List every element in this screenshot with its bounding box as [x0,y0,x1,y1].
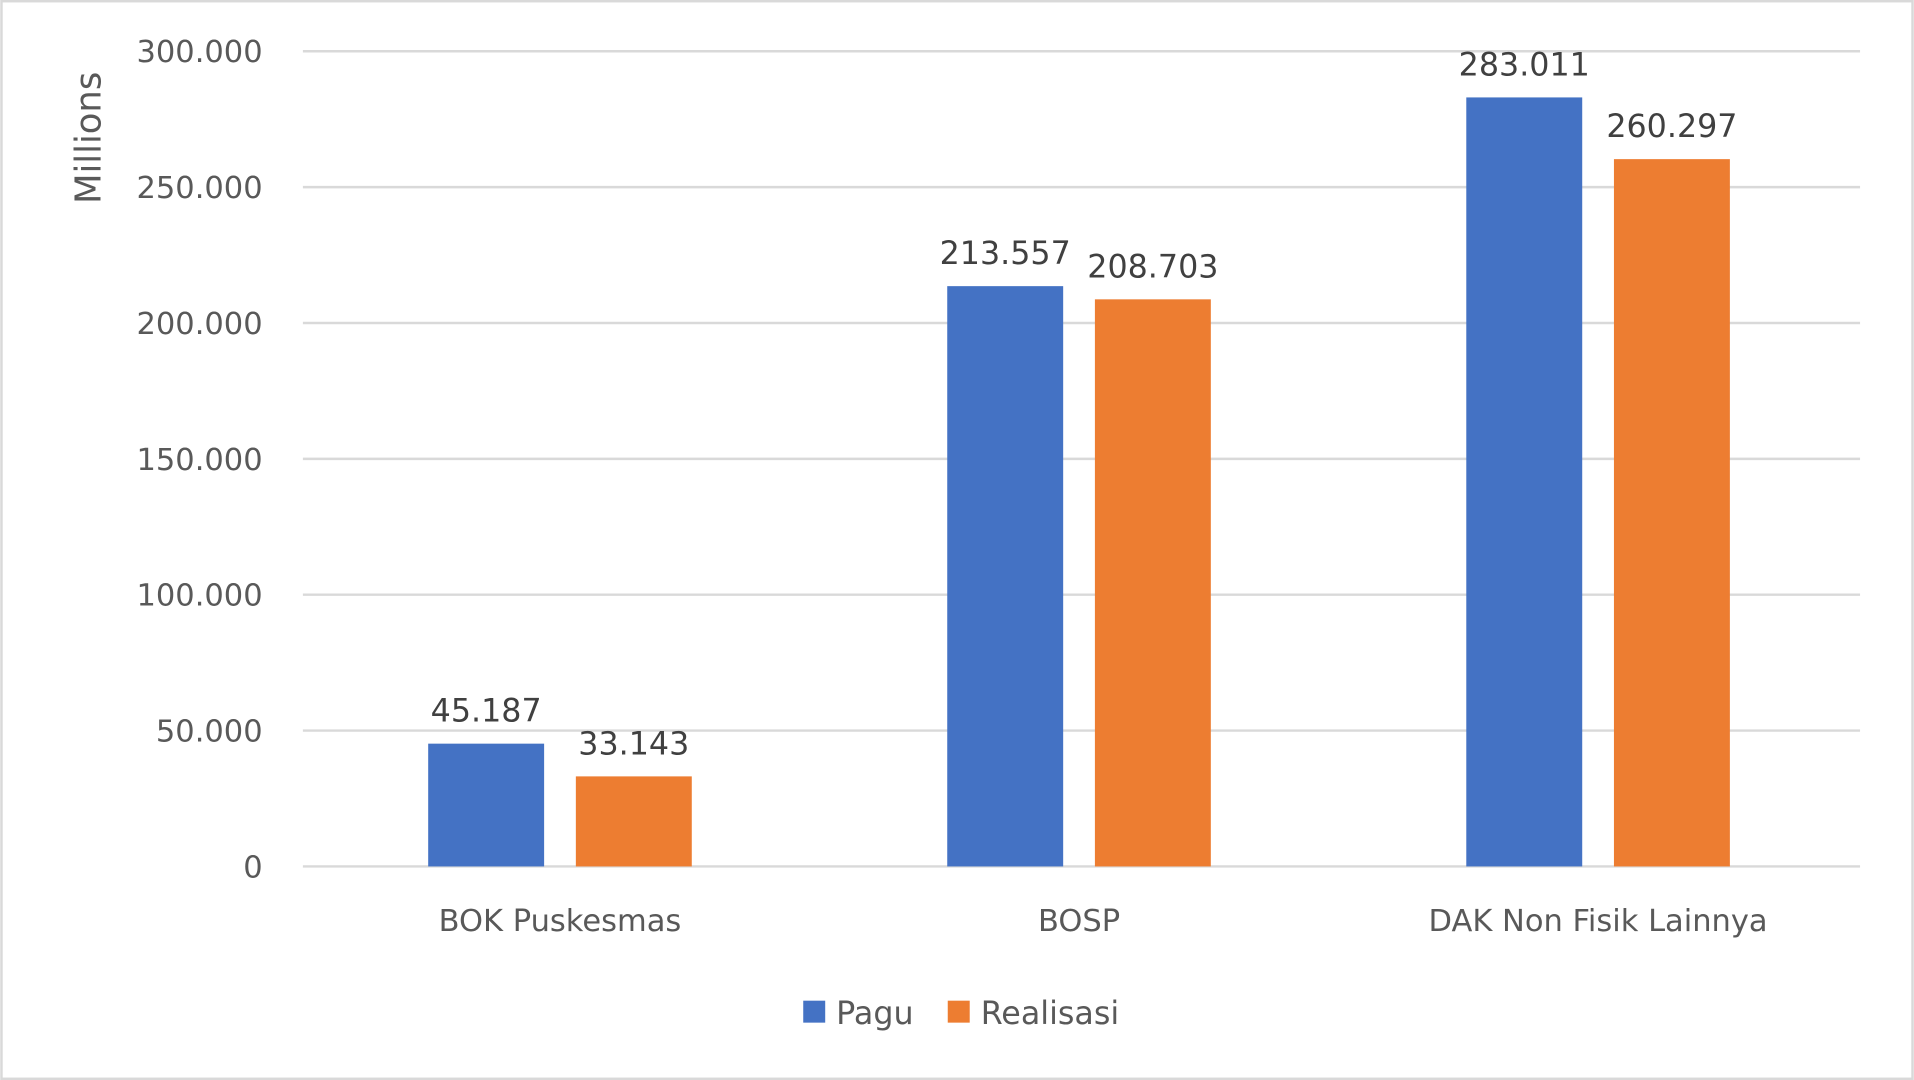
bar-realisasi [575,776,692,867]
y-tick-label: 250.000 [136,171,262,206]
bar-realisasi [1094,299,1211,867]
legend-swatch [947,1000,970,1023]
bar-pagu [428,743,545,867]
y-tick-label: 300.000 [136,35,262,70]
data-label: 45.187 [431,694,542,730]
bar-pagu [947,286,1064,867]
data-label: 283.011 [1459,47,1590,83]
y-tick-label: 0 [243,850,262,885]
x-tick-label: DAK Non Fisik Lainnya [1429,904,1768,939]
data-label: 213.557 [940,236,1071,272]
y-tick-label: 150.000 [136,443,262,478]
x-tick-label: BOSP [1038,904,1120,939]
legend-label: Pagu [836,996,913,1032]
data-label: 33.143 [578,726,689,762]
legend-swatch [803,1000,826,1023]
x-tick-label: BOK Puskesmas [439,904,682,939]
y-tick-label: 100.000 [136,579,262,614]
data-label: 260.297 [1606,109,1737,145]
legend-label: Realisasi [981,996,1120,1032]
y-tick-label: 50.000 [156,715,263,750]
y-tick-label: 200.000 [136,307,262,342]
data-label: 208.703 [1087,249,1218,285]
bar-pagu [1466,97,1583,867]
y-axis-title: Millions [68,72,109,204]
bar-realisasi [1613,159,1730,867]
